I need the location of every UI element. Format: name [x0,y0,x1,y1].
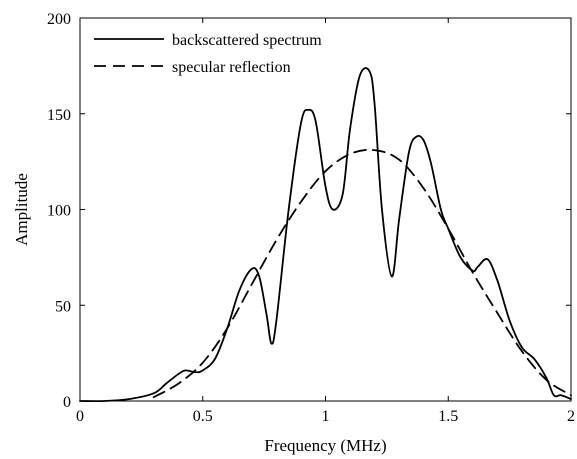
x-tick-label: 0.5 [193,408,213,425]
y-tick-label: 100 [47,203,71,220]
legend: backscattered spectrum specular reflecti… [94,32,322,76]
x-tick-label: 1 [322,408,330,425]
y-tick-label: 0 [63,394,71,411]
specular-reflection-line [152,148,572,399]
series-lines [79,67,572,403]
legend-label-specular: specular reflection [172,59,291,76]
axis-ticks [79,17,572,402]
y-tick-label: 200 [47,11,71,28]
y-tick-label: 150 [47,107,71,124]
axis-tick-labels: 0 0.5 1 1.5 2 0 50 100 150 200 [47,11,575,425]
y-axis-title: Amplitude [12,173,31,246]
x-tick-label: 2 [567,408,575,425]
backscattered-spectrum-line [79,67,572,403]
x-axis-title: Frequency (MHz) [264,436,386,455]
y-tick-label: 50 [55,298,71,315]
legend-label-backscattered: backscattered spectrum [172,32,322,49]
plot-area-frame [79,17,572,402]
x-tick-label: 0 [76,408,84,425]
x-tick-label: 1.5 [438,408,458,425]
